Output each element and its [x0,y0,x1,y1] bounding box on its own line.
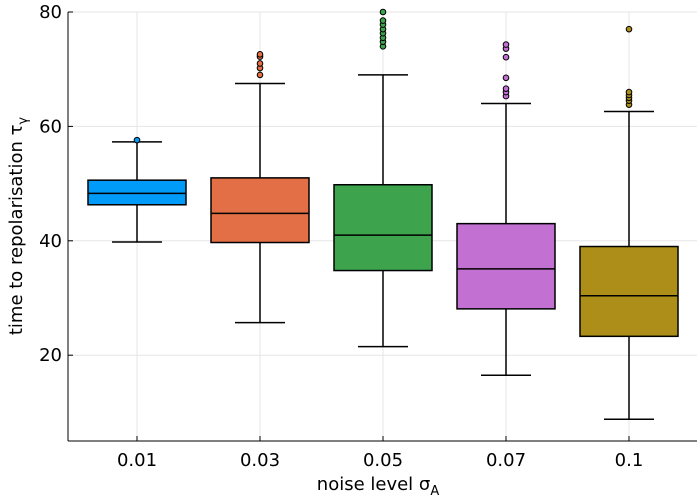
y-tick-label: 80 [39,2,62,23]
box-0.03 [210,51,310,324]
iqr-box [87,179,187,206]
outlier-point [133,136,141,144]
outlier-point [256,71,264,79]
iqr-box [333,183,433,272]
x-tick-label: 0.07 [486,450,526,471]
tick-labels: 20 40 60 80 0.01 0.03 0.05 0.07 0.1 [39,2,643,471]
outlier-point [502,41,510,48]
y-tick-label: 20 [39,345,62,366]
box-0.05 [333,8,433,348]
x-axis-label: noise level σA [317,474,440,499]
outlier-point [379,8,387,16]
axes [67,12,697,442]
outlier-point [502,53,510,61]
x-tick-label: 0.05 [363,450,403,471]
boxes [87,8,679,421]
x-tick-label: 0.03 [240,450,280,471]
iqr-box [579,245,679,338]
box-0.07 [456,41,556,376]
box-0.01 [87,136,187,243]
iqr-box [210,177,310,244]
outlier-point [502,74,510,82]
x-tick-label: 0.01 [117,450,157,471]
outlier-point [379,17,387,24]
outlier-point [502,85,510,92]
outlier-point [625,88,633,96]
y-tick-label: 60 [39,116,62,137]
outlier-point [625,25,633,33]
y-tick-label: 40 [39,231,62,252]
outlier-point [256,51,264,58]
y-axis-label: time to repolarisation τγ [6,117,31,336]
iqr-box [456,222,556,310]
box-0.1 [579,25,679,421]
outlier-point [256,60,264,67]
x-tick-label: 0.1 [615,450,644,471]
